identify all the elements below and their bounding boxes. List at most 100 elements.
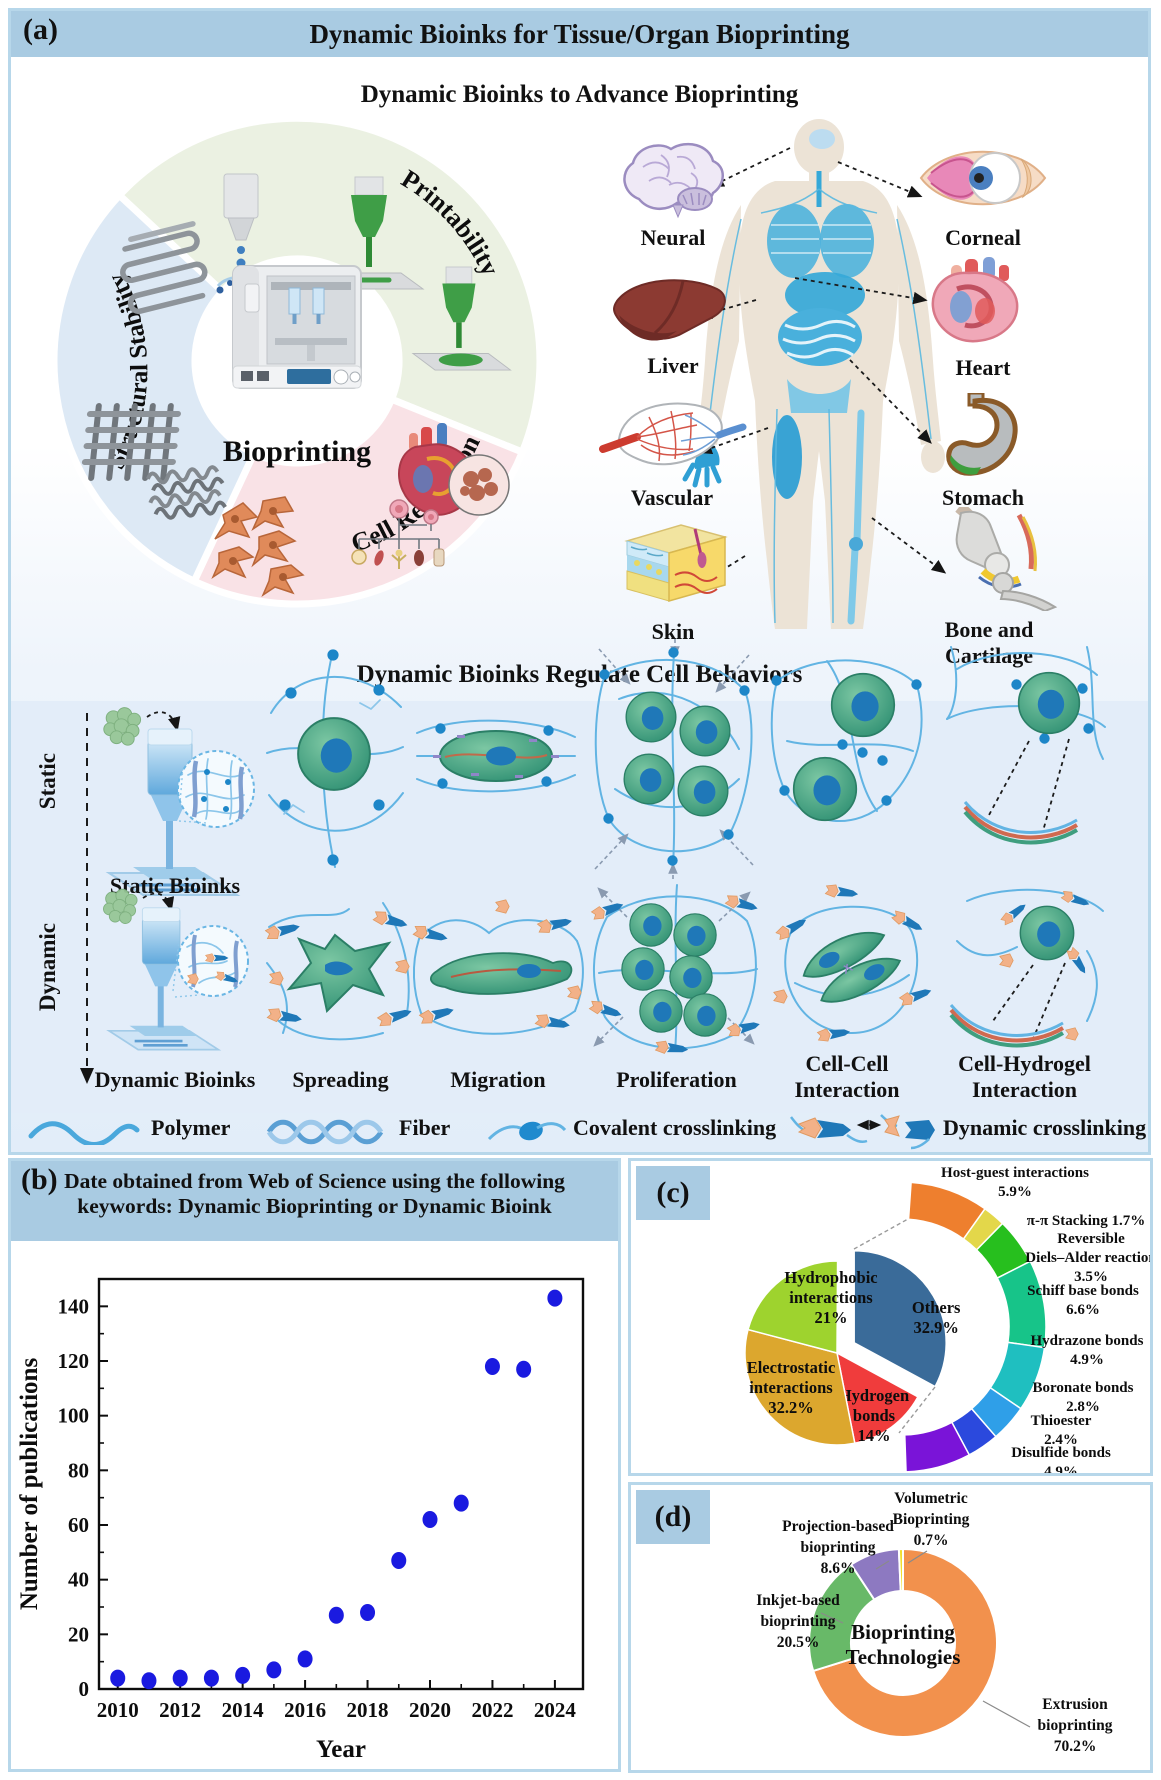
behaviors-title: Dynamic Bioinks Regulate Cell Behaviors (356, 661, 803, 688)
x-tick-label: 2014 (222, 1698, 265, 1722)
tile-dynamic-proliferation (588, 884, 762, 1057)
behavior-label-cell-cell: Cell-Cell Interaction (794, 1051, 900, 1102)
panel-b: (b) Date obtained from Web of Science us… (8, 1158, 621, 1772)
panel-b-title-line1: Date obtained from Web of Science using … (64, 1169, 565, 1193)
grid-scaffold-icon (81, 403, 181, 481)
x-tick-label: 2018 (347, 1698, 389, 1722)
spindle-cells (802, 931, 902, 1003)
organ-label-neural: Neural (640, 225, 706, 250)
static-bioinks-label: Static Bioinks (109, 873, 241, 898)
pie-slice-others: Others 32.9% (853, 1250, 961, 1388)
donut-slice-label: Inkjet-based bioprinting 20.5% (756, 1592, 840, 1651)
covalent-crosslink-icon (487, 1121, 567, 1141)
inkjet-nozzle-icon (216, 173, 266, 294)
y-axis-label: Number of publications (16, 1358, 43, 1611)
scatter-point (141, 1672, 157, 1690)
y-tick-label: 100 (58, 1404, 90, 1428)
round-cell (1019, 905, 1075, 961)
stomach-icon (946, 391, 1018, 476)
x-tick-label: 2010 (97, 1698, 139, 1722)
organ-card-vascular: Vascular (597, 391, 747, 511)
ring-segment-label: Disulfide bonds 4.9% (1011, 1445, 1111, 1473)
y-tick-label: 40 (68, 1568, 89, 1592)
ring-segment-label: Boronate bonds 2.8% (1032, 1380, 1133, 1415)
breakdown-connector (853, 1218, 936, 1434)
dynamic-bonds-pie-chart: Others 32.9% Hydrogen bonds 14%Electrostatic… (744, 1165, 1150, 1473)
cell-lineage-icon (351, 499, 445, 569)
organ-card-corneal: Corneal (913, 137, 1053, 251)
donut-slice-label: Extrusion bioprinting 70.2% (1038, 1696, 1113, 1755)
legend-label-covalent: Covalent crosslinking (573, 1115, 777, 1140)
plot-frame (97, 1277, 585, 1691)
cell-spheroid-icon (103, 707, 142, 746)
bioprinting-wheel-diagram: Printability Structural Stability Cell R… (50, 114, 544, 608)
pie-slice-label: Hydrogen bonds 14% (839, 1386, 909, 1445)
behavior-label-proliferation: Proliferation (616, 1067, 737, 1092)
panel-d-tag: (d) (636, 1490, 710, 1544)
tile-dynamic-cell-cell (773, 883, 934, 1043)
tile-static-cell-hydrogel (946, 646, 1106, 845)
donut-center-label: Bioprinting Technologies (846, 1620, 961, 1669)
scatter-point (110, 1669, 126, 1687)
scatter-point (422, 1511, 438, 1529)
row-label-dynamic: Dynamic (35, 923, 60, 1012)
elongated-cell (439, 730, 553, 782)
skin-icon (624, 524, 728, 602)
pie-slice-electrostatic-interactions: Electrostatic interactions 32.2% (744, 1328, 856, 1446)
donut-slice-label: Volumetric Bioprinting 0.7% (893, 1490, 970, 1549)
panel-b-title-line2: keywords: Dynamic Bioprinting or Dynamic… (77, 1194, 552, 1218)
behavior-label-cell-hydrogel: Cell-Hydrogel Interaction (958, 1051, 1091, 1102)
organ-card-liver: Liver (603, 269, 743, 379)
ring-segment-label: π-π Stacking 1.7% (1027, 1213, 1146, 1229)
row-label-static: Static (35, 753, 60, 810)
round-cell (1017, 671, 1081, 735)
scatter-point (360, 1603, 376, 1621)
bone-cartilage-icon (955, 502, 1058, 613)
panel-c-tag: (c) (636, 1166, 710, 1220)
behavior-label-migration: Migration (450, 1067, 546, 1092)
dynamic-bioink-illustration (103, 888, 249, 1051)
tile-dynamic-migration (412, 899, 584, 1035)
organ-card-neural: Neural (603, 137, 743, 251)
organ-card-heart: Heart (913, 257, 1053, 381)
tile-static-spreading (266, 649, 404, 868)
organ-label-heart: Heart (955, 355, 1011, 380)
ring-segment-label: Host-guest interactions 5.9% (941, 1165, 1089, 1200)
serpentine-scaffold-icon (120, 221, 208, 315)
fiber-icon (266, 1119, 384, 1145)
x-tick-label: 2020 (409, 1698, 451, 1722)
dynamic-crosslink-icon (790, 1114, 935, 1150)
organ-label-skin: Skin (651, 619, 695, 644)
pie-slice-hydrophobic-interactions: Hydrophobic interactions 21% (747, 1260, 878, 1354)
organ-card-bone: Bone and Cartilage (899, 502, 1079, 669)
cell-spheroid-icon (103, 888, 138, 924)
scatter-point (391, 1552, 407, 1570)
migrating-cell (430, 952, 573, 995)
organ-label-liver: Liver (647, 353, 699, 378)
scatter-point (235, 1666, 251, 1684)
panel-d: Bioprinting Technologies Extrusion bioprint… (628, 1482, 1153, 1773)
eye-icon (919, 150, 1047, 206)
y-tick-label: 0 (79, 1677, 90, 1701)
panel-a-header: (a) Dynamic Bioinks for Tissue/Organ Bio… (11, 11, 1148, 57)
donut-slice-volumetric-bioprinting (897, 1547, 904, 1593)
organ-label-corneal: Corneal (945, 225, 1021, 250)
heart-cells-icon (398, 423, 510, 516)
brain-icon (623, 142, 724, 219)
organ-card-stomach: Stomach (913, 391, 1053, 511)
organ-label-vascular: Vascular (630, 485, 714, 510)
panel-b-tag: (b) (21, 1163, 58, 1196)
tile-static-proliferation (594, 639, 754, 879)
y-tick-label: 60 (68, 1513, 89, 1537)
vascular-icon (599, 402, 747, 466)
bioprinter-icon (232, 265, 362, 389)
label-leader-line (907, 1550, 928, 1564)
bioprinting-technologies-donut-chart: Bioprinting Technologies Extrusion bioprint… (756, 1490, 1113, 1755)
pie-slice-hydrogen-bonds: Hydrogen bonds 14% (835, 1351, 919, 1445)
pie-slice-label: Electrostatic interactions 32.2% (747, 1358, 836, 1417)
label-leader-line (820, 1612, 844, 1624)
scatter-point (547, 1289, 563, 1307)
x-tick-label: 2022 (471, 1698, 513, 1722)
ring-segment-label: Thioester 2.4% (1031, 1413, 1092, 1448)
